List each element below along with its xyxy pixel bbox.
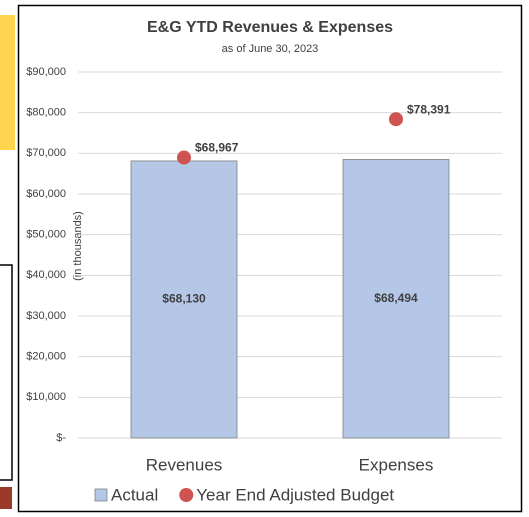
legend-swatch	[179, 488, 194, 502]
y-tick-label: $20,000	[26, 351, 66, 363]
y-tick-label: $80,000	[26, 107, 66, 119]
legend-swatch	[94, 488, 108, 502]
y-tick-label: $90,000	[26, 66, 66, 78]
y-tick-label: $50,000	[26, 229, 66, 241]
data-label: $68,967	[195, 141, 239, 155]
y-tick-label: $-	[56, 432, 66, 444]
x-tick-label: Expenses	[359, 455, 434, 474]
bar	[130, 160, 238, 439]
y-tick-label: $40,000	[26, 269, 66, 281]
x-tick-label: Revenues	[146, 455, 223, 474]
chart-subtitle: as of June 30, 2023	[222, 43, 319, 55]
y-tick-label: $10,000	[26, 391, 66, 403]
legend-label: Year End Adjusted Budget	[196, 485, 394, 504]
data-label: $78,391	[407, 102, 451, 116]
data-label: $68,130	[162, 292, 206, 306]
y-tick-label: $70,000	[26, 147, 66, 159]
data-label: $68,494	[374, 291, 418, 305]
side-panel	[0, 15, 15, 150]
side-frame	[0, 264, 13, 481]
budget-dot	[177, 150, 191, 165]
legend-label: Actual	[111, 485, 158, 504]
side-block	[0, 487, 12, 509]
y-tick-label: $60,000	[26, 188, 66, 200]
chart-title: E&G YTD Revenues & Expenses	[147, 19, 393, 36]
bar	[342, 159, 450, 439]
y-axis-label: (in thousands)	[72, 211, 84, 281]
budget-dot	[389, 112, 403, 127]
y-tick-label: $30,000	[26, 310, 66, 322]
